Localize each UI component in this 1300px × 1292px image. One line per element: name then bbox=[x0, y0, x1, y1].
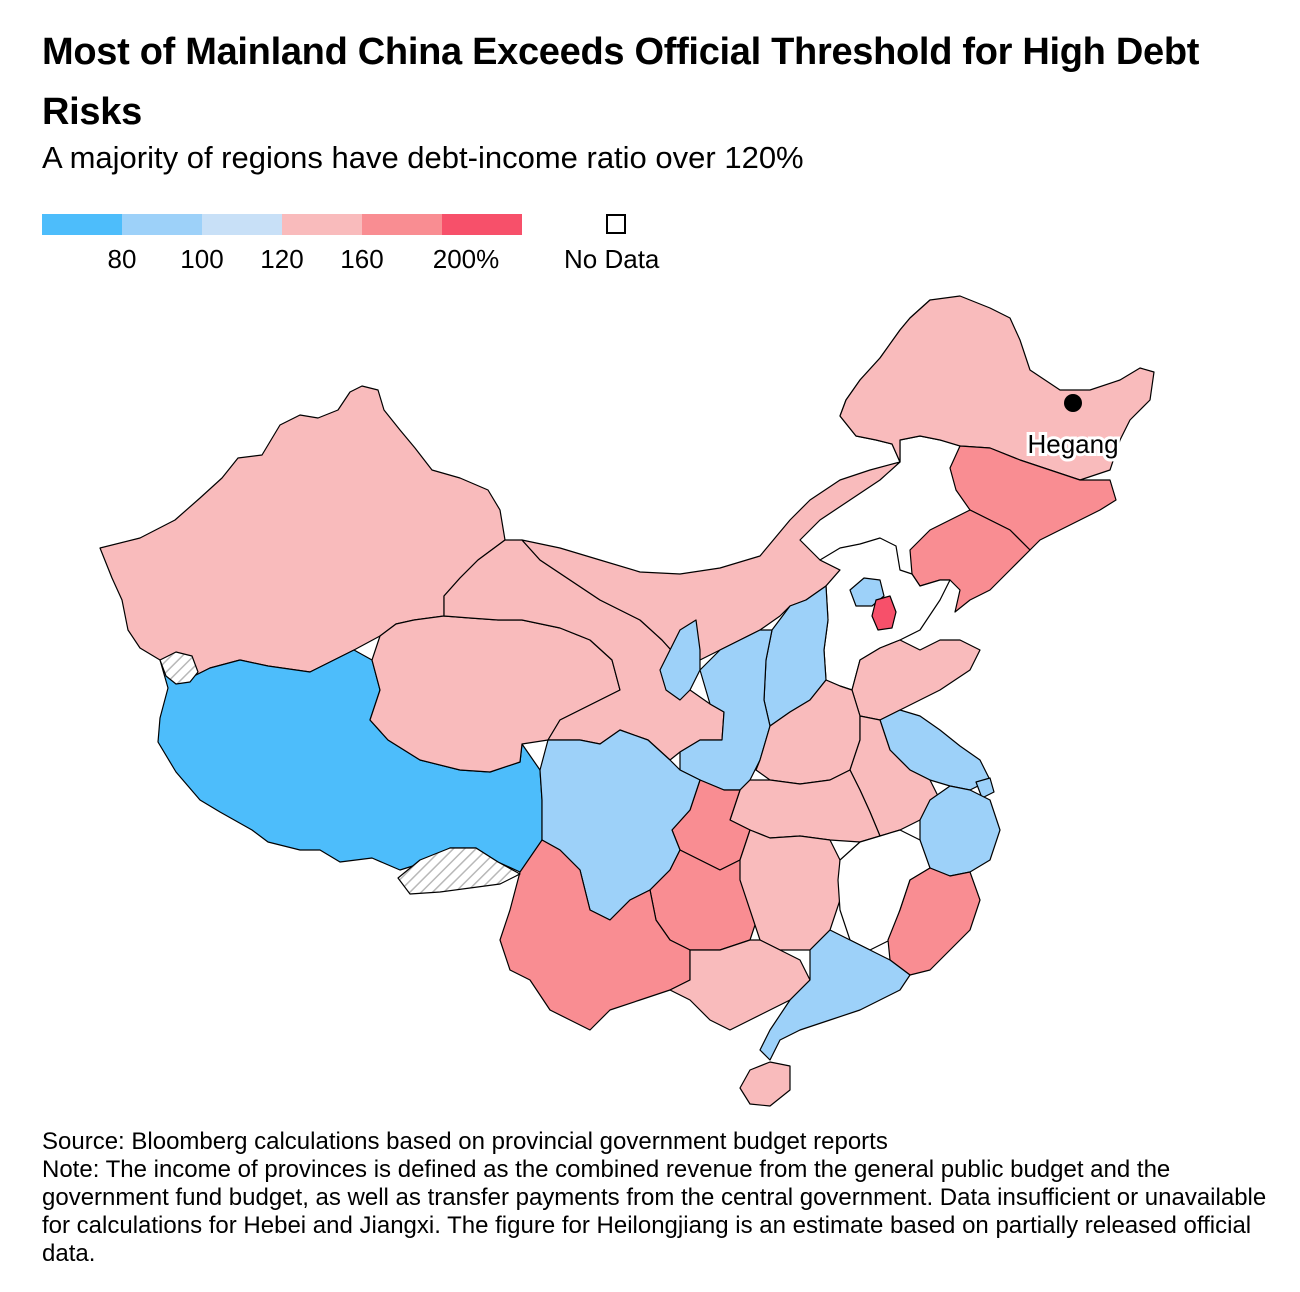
legend-swatch-100-120 bbox=[202, 214, 282, 235]
legend-tick: 200% bbox=[432, 244, 500, 274]
legend-tick: 120 bbox=[260, 244, 304, 274]
region-fujian bbox=[887, 867, 981, 976]
source-note: Source: Bloomberg calculations based on … bbox=[42, 1128, 888, 1155]
legend-swatch-below-80 bbox=[42, 214, 122, 235]
region-guangdong bbox=[759, 929, 911, 1061]
region-beijing bbox=[849, 577, 885, 607]
region-tianjin bbox=[871, 595, 897, 631]
region-disputed-west bbox=[159, 651, 199, 685]
legend-swatch-160-200 bbox=[362, 214, 442, 235]
legend-swatch-80-100 bbox=[122, 214, 202, 235]
methodology-note: Note: The income of provinces is defined… bbox=[42, 1156, 1267, 1267]
legend-no-data-swatch bbox=[606, 214, 626, 234]
region-jilin bbox=[949, 445, 1117, 551]
hegang-label: Hegang bbox=[1027, 429, 1118, 459]
color-legend: 80 100 120 160 200% No Data bbox=[42, 214, 702, 284]
region-zhejiang bbox=[919, 785, 1001, 877]
region-liaoning bbox=[909, 509, 1031, 613]
legend-tick: 100 bbox=[180, 244, 224, 274]
region-hainan bbox=[739, 1061, 791, 1107]
region-shanghai bbox=[975, 777, 995, 799]
legend-tick: 80 bbox=[107, 244, 137, 274]
legend-no-data-label: No Data bbox=[564, 244, 660, 274]
footnote: Source: Bloomberg calculations based on … bbox=[42, 1128, 1282, 1268]
china-map: Hegang bbox=[90, 290, 1170, 1120]
legend-swatch-120-160 bbox=[282, 214, 362, 235]
legend-swatch-above-200 bbox=[442, 214, 522, 235]
hegang-dot bbox=[1064, 394, 1082, 412]
region-guangxi bbox=[669, 939, 811, 1031]
hegang-marker: Hegang bbox=[1024, 394, 1122, 462]
region-ningxia bbox=[659, 619, 701, 701]
region-hunan bbox=[739, 829, 841, 951]
region-disputed-south bbox=[397, 847, 521, 895]
legend-swatches bbox=[42, 214, 522, 235]
chart-title: Most of Mainland China Exceeds Official … bbox=[42, 31, 1200, 133]
chart-subtitle: A majority of regions have debt-income r… bbox=[42, 140, 804, 175]
legend-tick: 160 bbox=[340, 244, 384, 274]
